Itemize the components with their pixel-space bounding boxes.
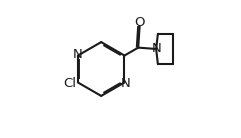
Text: N: N <box>151 43 161 55</box>
Text: N: N <box>120 77 130 90</box>
Text: O: O <box>134 16 145 29</box>
Text: N: N <box>72 48 82 61</box>
Text: Cl: Cl <box>63 77 76 90</box>
